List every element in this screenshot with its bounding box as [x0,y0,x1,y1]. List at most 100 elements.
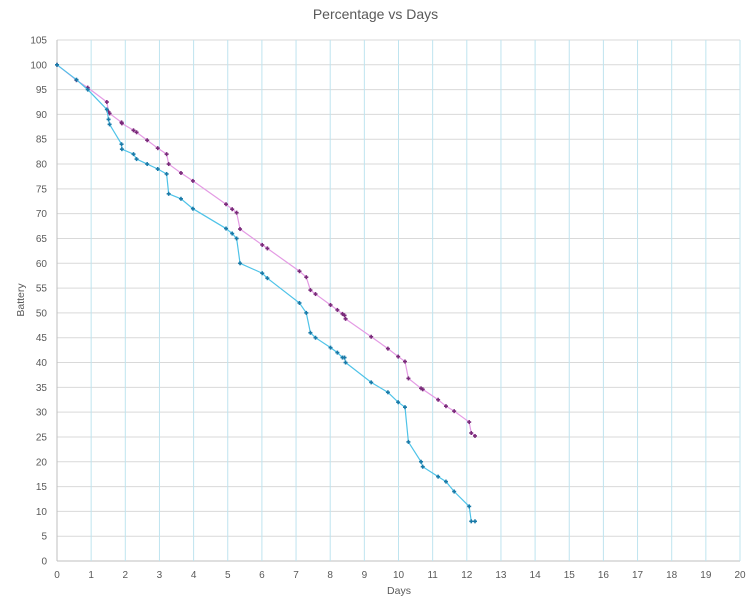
y-tick-label: 30 [36,408,48,419]
data-point-marker [131,152,136,157]
data-point-marker [313,292,318,297]
data-point-marker [467,504,472,509]
data-point-marker [420,464,425,469]
data-point-marker [234,210,239,215]
data-point-marker [265,246,270,251]
data-point-marker [260,242,265,247]
data-point-marker [472,519,477,524]
x-tick-label: 5 [225,570,231,581]
data-point-marker [107,111,112,116]
x-tick-label: 13 [495,570,507,581]
data-point-marker [343,360,348,365]
x-tick-label: 20 [734,570,746,581]
x-tick-label: 8 [327,570,333,581]
x-axis-label: Days [387,585,411,597]
y-tick-label: 100 [30,60,47,71]
y-tick-label: 40 [36,358,48,369]
data-point-marker [164,171,169,176]
x-tick-label: 14 [530,570,542,581]
y-tick-label: 35 [36,383,48,394]
data-point-marker [396,400,401,405]
x-tick-label: 10 [393,570,405,581]
x-tick-label: 4 [191,570,197,581]
data-point-marker [224,226,229,231]
y-tick-label: 10 [36,507,48,518]
data-point-marker [402,359,407,364]
x-tick-label: 19 [700,570,712,581]
data-point-marker [396,354,401,359]
data-point-marker [55,62,59,67]
data-point-marker [265,276,270,281]
data-point-marker [155,146,160,151]
data-point-marker [145,138,150,143]
data-point-marker [308,288,313,293]
x-tick-label: 1 [88,570,94,581]
data-point-marker [155,167,160,172]
data-point-marker [472,433,477,438]
x-axis-ticks: 0 1 2 3 4 5 6 7 8 9 10 11 12 13 14 15 16 17 18 19 20 [54,570,746,581]
y-axis-ticks: 0 5 10 15 20 25 30 35 40 45 50 55 60 65 70 75 80 85 90 95 10… [30,36,47,568]
data-point-marker [74,77,79,82]
data-point-marker [443,404,448,409]
x-tick-label: 9 [362,570,368,581]
data-point-marker [234,236,239,241]
x-tick-label: 12 [461,570,473,581]
data-point-marker [342,355,347,360]
data-point-marker [134,130,139,135]
y-tick-label: 50 [36,308,48,319]
data-point-marker [406,376,411,381]
y-tick-label: 80 [36,160,48,171]
x-tick-label: 16 [598,570,610,581]
y-tick-label: 45 [36,333,48,344]
data-series [55,62,477,524]
y-tick-label: 60 [36,259,48,270]
data-point-marker [335,350,340,355]
data-point-marker [178,196,183,201]
y-axis-label: Battery [15,283,27,317]
data-point-marker [419,459,424,464]
x-tick-label: 11 [427,570,438,581]
data-point-marker [178,170,183,175]
y-tick-label: 85 [36,135,48,146]
data-point-marker [224,202,229,207]
data-point-marker [369,334,374,339]
data-point-marker [297,269,302,274]
data-point-marker [342,313,347,318]
data-point-marker [190,178,195,183]
data-point-marker [328,345,333,350]
data-point-marker [467,420,472,425]
y-tick-label: 5 [41,532,47,543]
data-point-marker [166,191,171,196]
y-tick-label: 25 [36,432,48,443]
data-point-marker [452,489,457,494]
data-point-marker [119,121,124,126]
data-point-marker [119,142,124,147]
series-line [56,64,475,522]
data-point-marker [131,128,136,133]
y-tick-label: 105 [30,36,47,47]
chart-title: Percentage vs Days [312,6,439,22]
y-tick-label: 20 [36,457,48,468]
data-point-marker [119,147,124,152]
data-point-marker [420,387,425,392]
data-point-marker [469,519,474,524]
y-tick-label: 70 [36,209,48,220]
y-tick-label: 15 [36,482,48,493]
data-point-marker [85,87,90,92]
x-tick-label: 18 [666,570,678,581]
x-tick-label: 2 [123,570,129,581]
data-point-marker [145,162,150,167]
data-point-marker [343,316,348,321]
data-point-marker [369,380,374,385]
data-point-marker [166,162,171,167]
x-tick-label: 3 [157,570,163,581]
data-point-marker [436,474,441,479]
data-point-marker [304,310,309,315]
data-point-marker [238,227,243,232]
data-point-marker [304,275,309,280]
y-tick-label: 95 [36,85,48,96]
data-point-marker [238,261,243,266]
data-point-marker [313,335,318,340]
data-point-marker [328,302,333,307]
